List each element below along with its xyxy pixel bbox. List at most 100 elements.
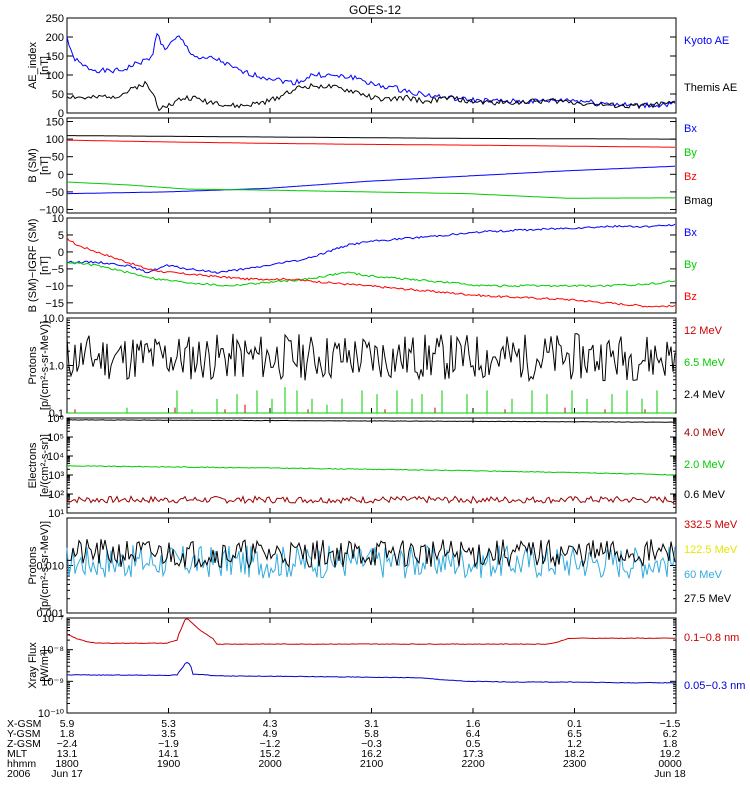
y-tick-label: 10¹ <box>48 508 64 520</box>
y-tick-label: 0 <box>58 169 64 181</box>
panel-bsmigrf: −15 −10 −5 0 5 10 B (SM)−IGRF (SM) [nT] Bx By Bz <box>27 213 697 314</box>
y-tick-label: −10 <box>45 281 64 293</box>
legend-entry: Bz <box>684 171 697 183</box>
y-tick-label: 10⁻⁷ <box>42 613 64 625</box>
ephemeris-value: 15.2 <box>260 748 281 760</box>
panel-frame <box>66 517 677 614</box>
y-tick-label: 10⁻⁹ <box>41 676 64 688</box>
y-tick-label: 10⁵ <box>47 432 64 444</box>
y-tick-label: 10² <box>48 489 64 501</box>
ephemeris-value: 6.4 <box>466 728 481 740</box>
y-tick-label: 50 <box>52 152 64 164</box>
legend-entry: 60 MeV <box>684 569 723 581</box>
y-tick-label: 250 <box>46 13 64 25</box>
legend-entry: 2.4 MeV <box>684 389 726 401</box>
ephemeris-value: 6.5 <box>567 728 582 740</box>
panel-xray: 10⁻¹⁰ 10⁻⁹ 10⁻⁸ 10⁻⁷ Xray Flux [W/m²] 0.1−0.8 … <box>27 613 745 720</box>
y-tick-label: 200 <box>46 32 64 44</box>
ephemeris-value: 4.3 <box>263 718 278 730</box>
y-axis-label: Protons <box>27 546 39 584</box>
legend-entry: By <box>684 147 697 159</box>
ephemeris-value: 0.1 <box>567 718 582 730</box>
panel-frame <box>66 617 677 714</box>
legend-entry: 122.5 MeV <box>684 544 738 556</box>
y-tick-label: −15 <box>45 298 64 310</box>
y-tick-label: 10 <box>52 213 64 225</box>
ephemeris-value: −1.5 <box>660 718 681 730</box>
legend-entry: By <box>684 259 697 271</box>
y-axis-label: Protons <box>27 346 39 384</box>
series-line <box>67 139 675 148</box>
series-line <box>66 181 675 199</box>
legend-entry: 6.5 MeV <box>684 357 726 369</box>
y-tick-label: 10⁻¹⁰ <box>38 708 65 720</box>
ephemeris-value: 3.5 <box>161 728 176 740</box>
y-axis-unit: [e/(cm²-s-sr)] <box>39 434 51 497</box>
legend-entry: 27.5 MeV <box>684 593 732 605</box>
ephemeris-value: 1900 <box>157 758 181 770</box>
legend-entry: 12 MeV <box>684 325 723 337</box>
series-line <box>66 237 676 308</box>
legend-entry: 0.1−0.8 nm <box>684 632 739 644</box>
legend-entry: 4.0 MeV <box>684 427 726 439</box>
series-line <box>67 135 675 140</box>
ephemeris-value: 16.2 <box>361 748 382 760</box>
y-tick-label: 0.001 <box>36 608 64 620</box>
y-tick-label: 150 <box>46 51 64 63</box>
series-line <box>66 544 676 579</box>
ephemeris-value: 1.2 <box>567 738 582 750</box>
ephemeris-value: 1.8 <box>60 728 75 740</box>
y-axis-unit: [nT] <box>39 56 51 75</box>
y-tick-label: 0 <box>58 108 64 120</box>
y-tick-label: 10.0 <box>43 313 64 325</box>
series-line <box>66 495 676 505</box>
legend-entry: 332.5 MeV <box>684 519 738 531</box>
y-tick-label: 150 <box>46 117 64 129</box>
legend-entry: Bz <box>684 291 697 303</box>
series-line <box>66 32 676 109</box>
ephemeris-value: −2.4 <box>57 738 78 750</box>
ephemeris-row-label: hhmm <box>7 758 36 770</box>
y-axis-label: Xray Flux <box>27 642 39 689</box>
chart-title: GOES-12 <box>349 3 401 17</box>
legend-entry: Themis AE <box>684 82 737 94</box>
series-line <box>66 80 676 112</box>
ephemeris-value: 2300 <box>563 758 587 770</box>
ephemeris-value: 17.3 <box>463 748 484 760</box>
ephemeris-value: Jun 17 <box>51 768 83 780</box>
ephemeris-value: −0.3 <box>361 738 382 750</box>
series-line <box>66 419 676 423</box>
panel-frame <box>66 217 677 314</box>
panel-electrons: 10¹ 10² 10³ 10⁴ 10⁵ 10⁶ Electrons [e/(cm²-s-sr)… <box>27 413 726 520</box>
y-axis-unit: [p/(cm²-s-sr-MeV)] <box>39 521 51 610</box>
time-axis-table: X-GSM 5.9 5.3 4.3 3.1 1.6 0.1 −1.5 Y-GSM 1.8 3.5 4.… <box>7 718 686 780</box>
ephemeris-value: −1.9 <box>158 738 179 750</box>
series-line <box>66 465 676 476</box>
series-line <box>67 165 676 195</box>
y-axis-label: AE_index <box>27 41 39 89</box>
ephemeris-row-label: 2006 <box>7 768 31 780</box>
y-tick-label: 1.0 <box>49 361 64 373</box>
y-tick-label: 10⁻⁸ <box>41 645 64 657</box>
ephemeris-value: −1.2 <box>260 738 281 750</box>
ephemeris-row-label: Z-GSM <box>7 738 41 750</box>
ephemeris-value: 0000 <box>658 758 682 770</box>
legend-entry: Kyoto AE <box>684 35 729 47</box>
y-tick-label: 100 <box>46 134 64 146</box>
ephemeris-value: 1800 <box>55 758 79 770</box>
ephemeris-value: 2000 <box>258 758 282 770</box>
ephemeris-value: 3.1 <box>364 718 379 730</box>
y-tick-label: 0.010 <box>36 561 64 573</box>
series-line <box>66 223 676 274</box>
y-tick-label: 0 <box>58 247 64 259</box>
ephemeris-row-label: X-GSM <box>7 718 41 730</box>
ephemeris-value: 5.8 <box>364 728 379 740</box>
ephemeris-value: 5.3 <box>161 718 176 730</box>
y-axis-label: Electrons <box>27 442 39 488</box>
panel-frame <box>66 417 677 514</box>
series-line <box>67 661 676 684</box>
y-axis-unit: [nT] <box>39 256 51 275</box>
